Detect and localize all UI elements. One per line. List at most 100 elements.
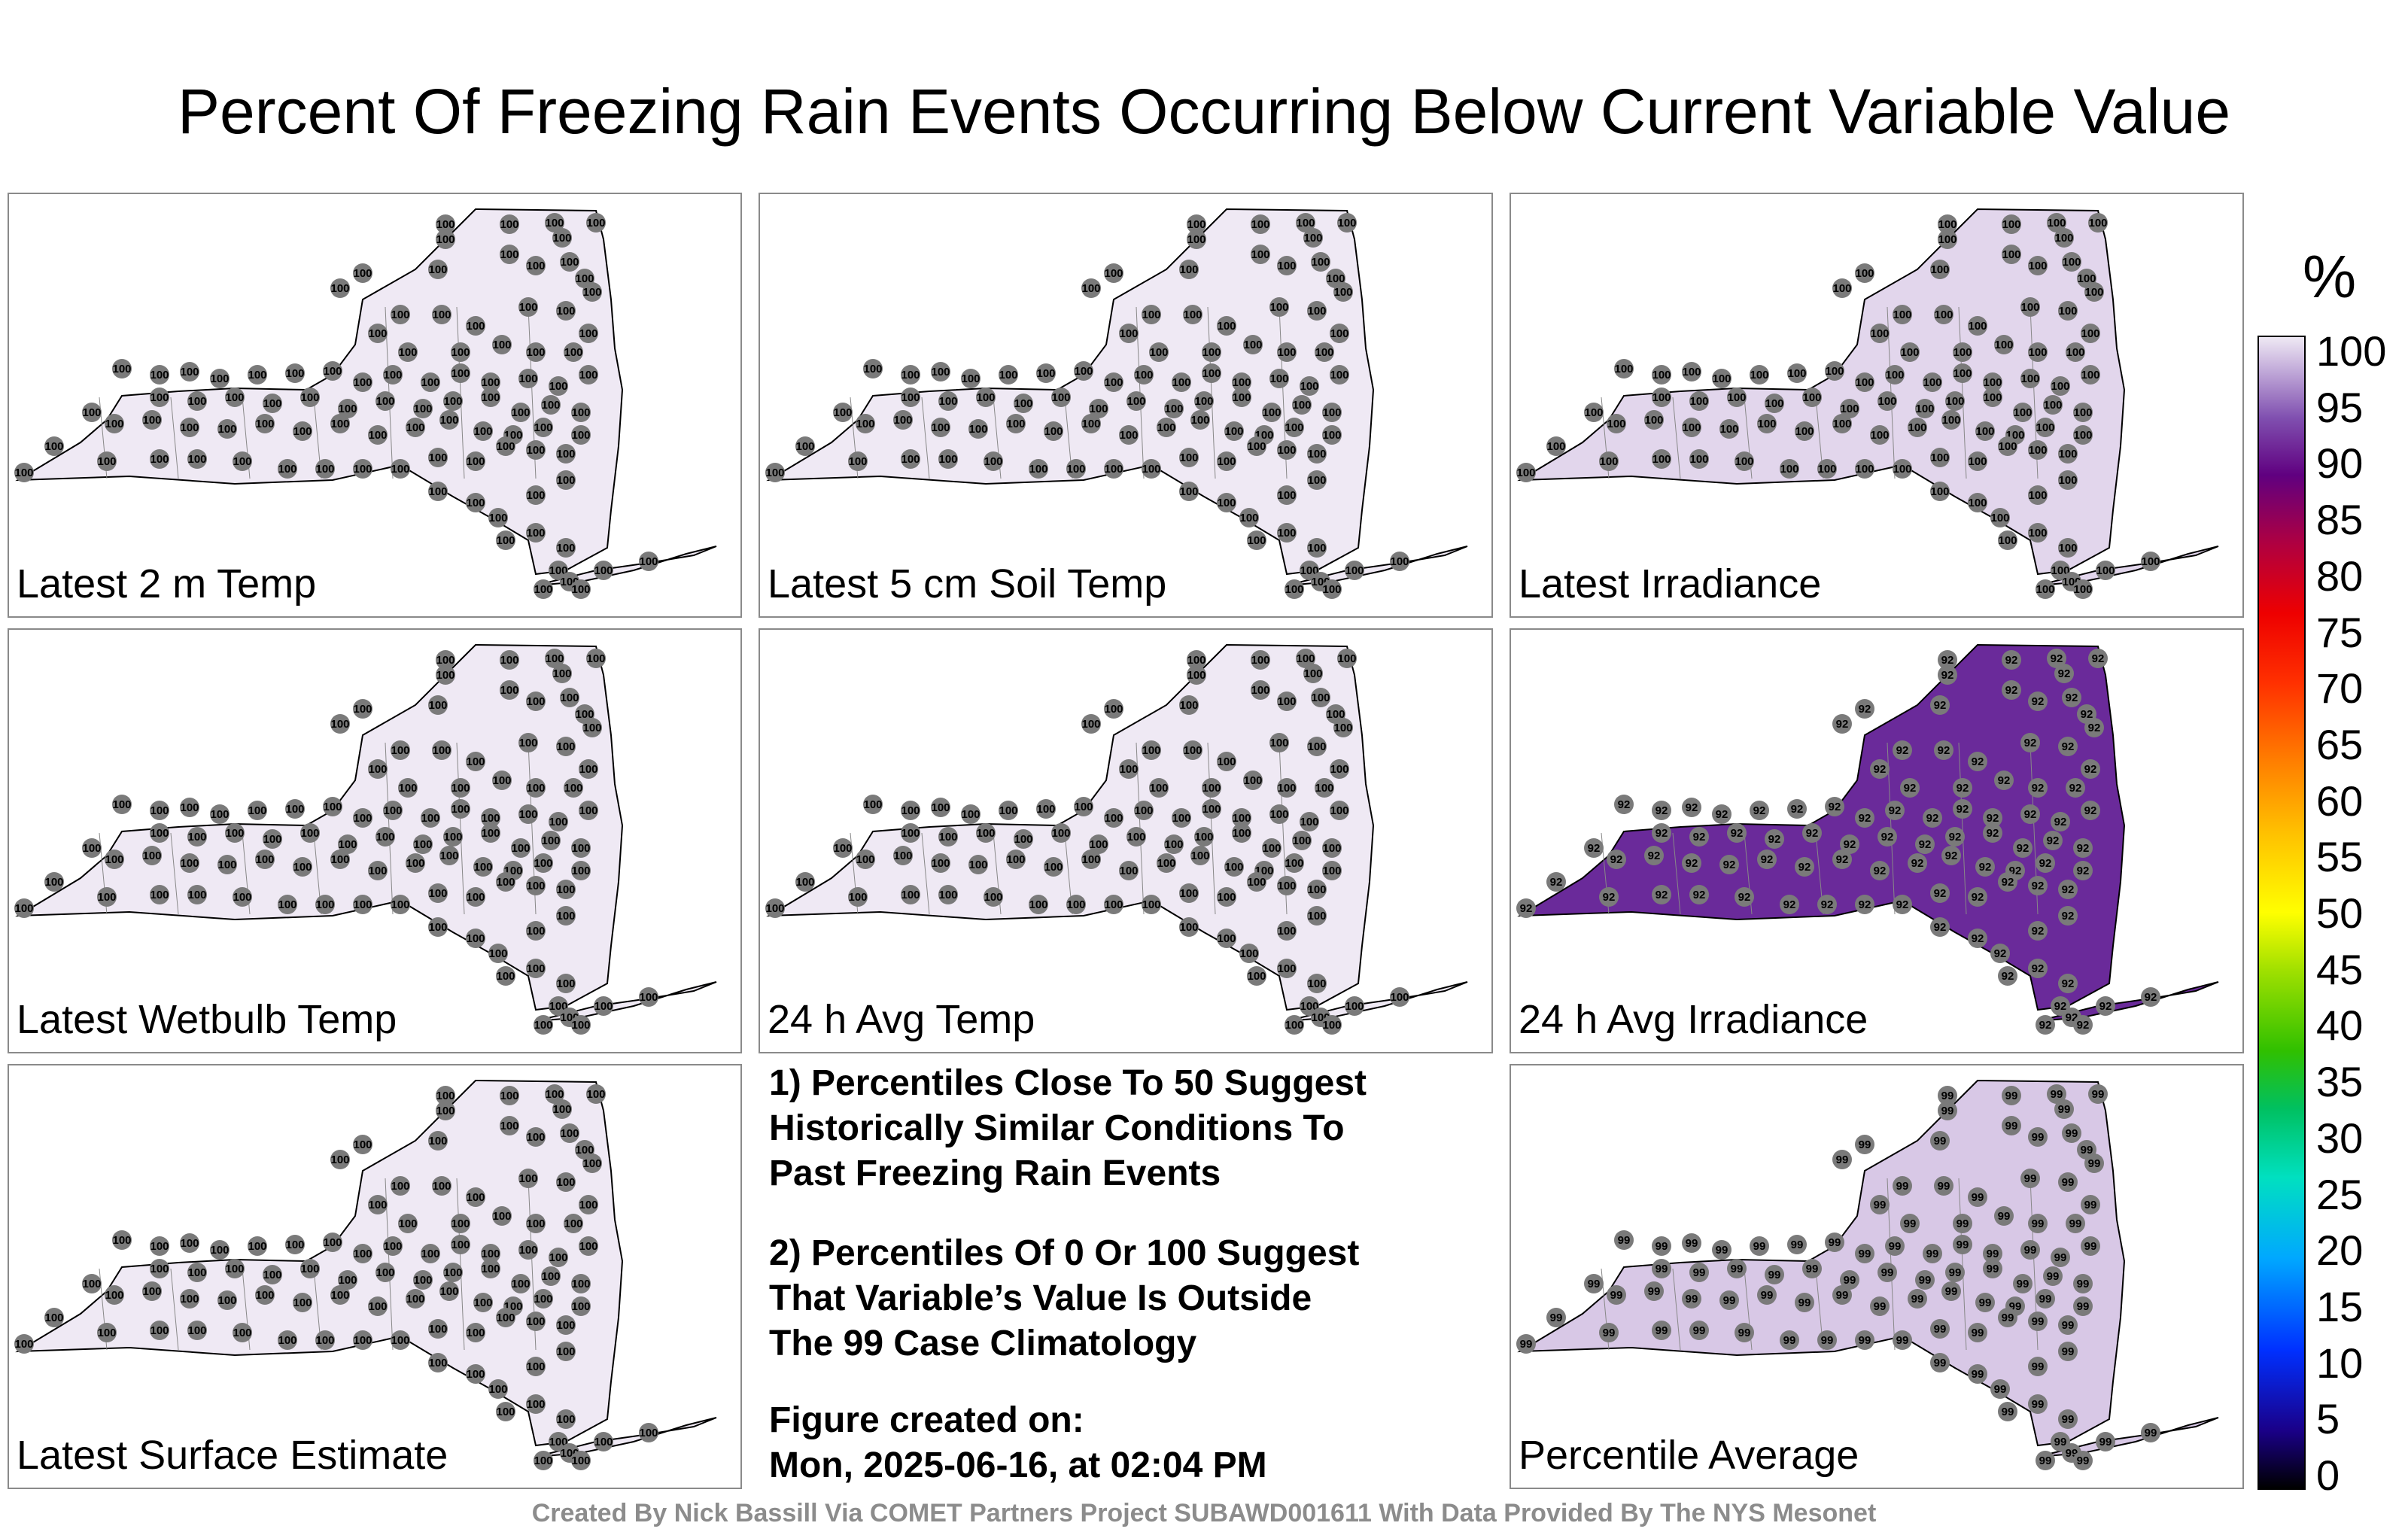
station-marker: [2058, 974, 2078, 993]
station-value: 100: [1119, 763, 1138, 776]
station-value: 99: [2092, 1088, 2105, 1101]
station-value: 100: [330, 1289, 349, 1302]
station-value: 100: [1006, 853, 1025, 866]
station-marker: [549, 376, 568, 396]
station-marker: [1179, 917, 1199, 937]
station-value: 100: [586, 1088, 605, 1101]
station-value: 99: [2024, 1244, 2037, 1257]
station-value: 92: [1588, 842, 1601, 855]
station-marker: [1832, 278, 1852, 298]
station-value: 100: [473, 425, 492, 438]
station-marker: [1968, 752, 1987, 771]
station-marker: [1014, 829, 1033, 849]
station-value: 99: [1941, 1105, 1954, 1117]
station-marker: [1194, 827, 1214, 847]
station-marker: [481, 808, 500, 828]
station-marker: [1104, 372, 1123, 392]
station-marker: [1322, 403, 1342, 422]
station-value: 100: [579, 763, 597, 776]
station-value: 100: [466, 1191, 485, 1204]
station-value: 100: [406, 1293, 424, 1306]
station-marker: [2066, 778, 2085, 798]
station-value: 100: [278, 1334, 296, 1347]
station-marker: [1840, 834, 1859, 854]
station-marker: [534, 853, 553, 873]
station-marker: [1930, 917, 1950, 937]
station-value: 100: [594, 564, 613, 577]
station-value: 92: [1938, 744, 1950, 757]
station-marker: [1516, 463, 1536, 482]
station-marker: [398, 342, 418, 362]
station-marker: [1292, 831, 1312, 850]
station-value: 100: [1333, 722, 1352, 734]
station-value: 92: [1941, 654, 1954, 667]
station-marker: [1307, 906, 1327, 926]
station-value: 100: [901, 369, 920, 381]
station-value: 92: [2069, 782, 2082, 795]
station-marker: [368, 425, 388, 445]
station-value: 100: [931, 857, 950, 870]
station-marker: [1994, 335, 2014, 354]
station-marker: [1183, 740, 1202, 760]
station-marker: [1126, 391, 1146, 411]
station-value: 100: [496, 534, 515, 547]
county-line: [170, 397, 179, 479]
station-marker: [526, 1127, 546, 1147]
station-marker: [1546, 872, 1566, 892]
station-value: 99: [2088, 1157, 2101, 1170]
station-value: 100: [1870, 429, 1889, 442]
station-value: 100: [1322, 842, 1341, 855]
station-marker: [931, 798, 950, 817]
station-marker: [2081, 759, 2100, 779]
station-marker: [1941, 1281, 1961, 1301]
station-marker: [1217, 929, 1236, 948]
station-marker: [2058, 444, 2078, 464]
station-value: 100: [518, 808, 537, 821]
station-value: 100: [443, 395, 462, 408]
station-marker: [2073, 579, 2093, 599]
station-value: 100: [1119, 865, 1138, 877]
station-value: 100: [1104, 703, 1123, 716]
station-value: 100: [518, 301, 537, 314]
station-value: 99: [1821, 1334, 1834, 1347]
station-marker: [1217, 887, 1236, 907]
station-value: 100: [82, 842, 101, 855]
station-marker: [2084, 1154, 2104, 1173]
station-value: 100: [1126, 831, 1145, 843]
station-value: 100: [255, 853, 274, 866]
station-value: 92: [2077, 1019, 2090, 1032]
station-value: 92: [1618, 798, 1631, 811]
station-marker: [526, 921, 546, 941]
station-marker: [2058, 1172, 2078, 1192]
station-value: 100: [2088, 217, 2107, 229]
station-value: 100: [466, 1368, 485, 1381]
station-value: 100: [338, 1274, 357, 1287]
station-marker: [180, 1289, 199, 1309]
station-value: 92: [1783, 898, 1796, 911]
station-marker: [2073, 1296, 2093, 1316]
station-marker: [961, 804, 981, 824]
station-value: 99: [1956, 1217, 1969, 1230]
station-marker: [466, 929, 485, 948]
station-marker: [639, 1423, 658, 1442]
station-marker: [330, 714, 350, 734]
station-marker: [436, 665, 455, 685]
station-marker: [511, 403, 531, 422]
station-marker: [2058, 301, 2078, 321]
station-value: 100: [180, 1293, 199, 1306]
station-value: 100: [439, 414, 458, 427]
station-marker: [1546, 1308, 1566, 1327]
station-value: 100: [2028, 346, 2047, 359]
station-value: 100: [556, 1413, 575, 1426]
station-marker: [1825, 361, 1844, 381]
station-value: 100: [1941, 414, 1960, 427]
station-value: 92: [1753, 804, 1766, 817]
station-value: 100: [1296, 652, 1315, 665]
station-value: 99: [1987, 1248, 1999, 1260]
station-value: 100: [1187, 669, 1206, 682]
station-marker: [1682, 853, 1701, 873]
station-marker: [2020, 1240, 2040, 1260]
station-value: 100: [1330, 763, 1348, 776]
county-line: [1958, 1178, 1967, 1351]
station-value: 100: [526, 1360, 545, 1373]
